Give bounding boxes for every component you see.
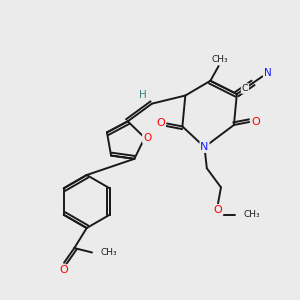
Text: H: H <box>139 90 146 100</box>
Text: CH₃: CH₃ <box>243 210 260 219</box>
Text: N: N <box>200 142 209 152</box>
Text: O: O <box>60 265 68 275</box>
Text: O: O <box>156 118 165 128</box>
Text: CH₃: CH₃ <box>212 55 228 64</box>
Text: O: O <box>214 205 222 215</box>
Text: O: O <box>251 117 260 127</box>
Text: N: N <box>264 68 272 78</box>
Text: O: O <box>143 133 151 143</box>
Text: C: C <box>242 84 248 93</box>
Text: CH₃: CH₃ <box>101 248 118 257</box>
